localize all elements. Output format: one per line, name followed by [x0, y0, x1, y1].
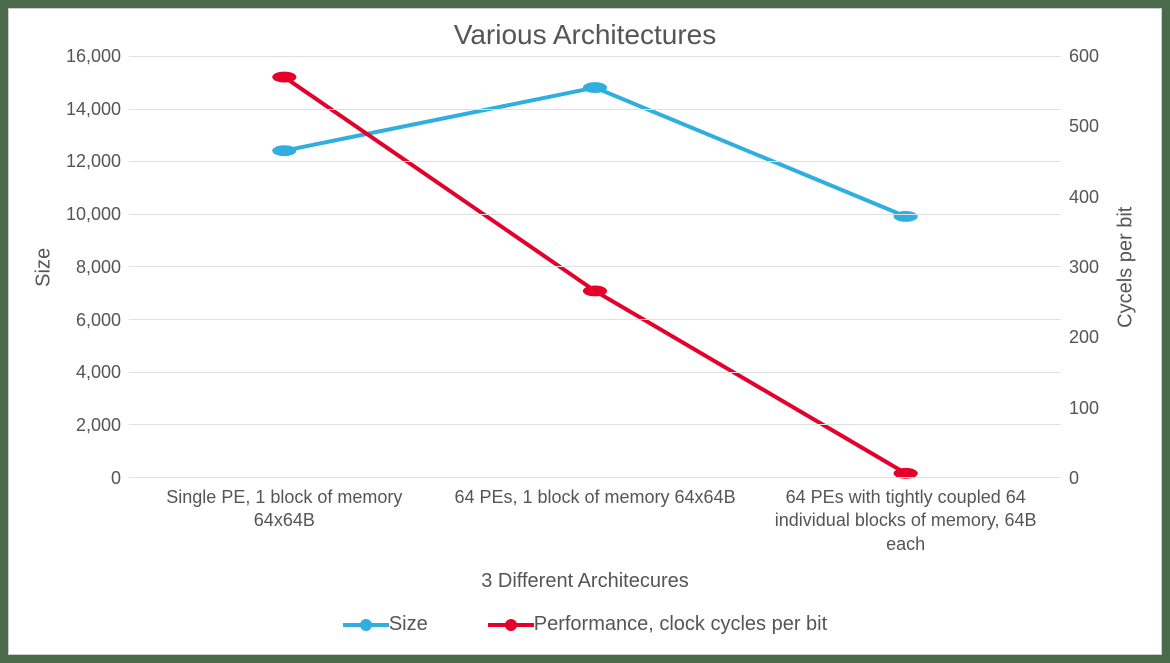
y2-tick: 0: [1069, 469, 1079, 487]
legend-swatch-size: [343, 623, 389, 627]
gridline: [129, 319, 1061, 320]
legend-swatch-performance: [488, 623, 534, 627]
gridline: [129, 161, 1061, 162]
x-axis-title: 3 Different Architecures: [9, 556, 1161, 603]
y1-tick: 8,000: [76, 258, 121, 276]
legend-label-performance: Performance, clock cycles per bit: [534, 613, 827, 636]
y2-tick: 300: [1069, 258, 1099, 276]
series-line: [284, 88, 905, 217]
x-tick-label: 64 PEs, 1 block of memory 64x64B: [440, 478, 751, 556]
y2-tick: 100: [1069, 399, 1099, 417]
y1-ticks: 02,0004,0006,0008,00010,00012,00014,0001…: [59, 56, 129, 478]
legend: Size Performance, clock cycles per bit: [9, 603, 1161, 654]
y1-tick: 2,000: [76, 416, 121, 434]
y1-tick: 10,000: [66, 205, 121, 223]
series-line: [284, 77, 905, 473]
gridline: [129, 56, 1061, 57]
y2-axis-title: Cycels per bit: [1111, 56, 1141, 478]
chart-container: Various Architectures Size 0 2,000 4,000 6,…: [8, 8, 1162, 655]
gridline: [129, 266, 1061, 267]
series-marker: [583, 82, 607, 93]
y2-tick: 200: [1069, 328, 1099, 346]
y1-tick: 6,000: [76, 311, 121, 329]
series-marker: [894, 211, 918, 222]
x-tick-labels: Single PE, 1 block of memory 64x64B64 PE…: [9, 478, 1081, 556]
y2-tick: 600: [1069, 47, 1099, 65]
y2-tick: 500: [1069, 117, 1099, 135]
gridline: [129, 477, 1061, 478]
legend-item-performance: Performance, clock cycles per bit: [488, 613, 827, 636]
series-marker: [272, 145, 296, 156]
series-marker: [272, 72, 296, 83]
y1-tick: 12,000: [66, 152, 121, 170]
y1-tick: 16,000: [66, 47, 121, 65]
chart-title: Various Architectures: [9, 9, 1161, 56]
legend-label-size: Size: [389, 613, 428, 636]
x-tick-label: Single PE, 1 block of memory 64x64B: [129, 478, 440, 556]
y2-tick: 400: [1069, 188, 1099, 206]
y1-tick: 4,000: [76, 363, 121, 381]
y1-tick: 0: [111, 469, 121, 487]
x-tick-label: 64 PEs with tightly coupled 64 individua…: [750, 478, 1061, 556]
y1-axis-title: Size: [29, 56, 59, 478]
gridline: [129, 214, 1061, 215]
legend-item-size: Size: [343, 613, 428, 636]
gridline: [129, 424, 1061, 425]
gridline: [129, 372, 1061, 373]
series-marker: [583, 285, 607, 296]
gridline: [129, 109, 1061, 110]
y1-tick: 14,000: [66, 100, 121, 118]
plot-area-wrap: Size 02,0004,0006,0008,00010,00012,00014…: [9, 56, 1161, 478]
y2-ticks: 0100200300400500600: [1061, 56, 1111, 478]
plot-area: [129, 56, 1061, 478]
